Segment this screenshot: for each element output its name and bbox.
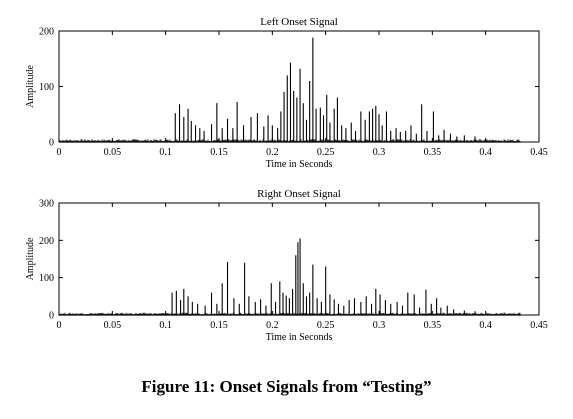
left-onset-x-tick-label: 0.15	[210, 147, 228, 158]
right-onset-x-tick-label: 0.25	[317, 320, 335, 331]
left-onset-x-tick-label: 0.2	[266, 147, 279, 158]
right-onset-x-tick-label: 0.35	[424, 320, 442, 331]
left-onset-y-tick-label: 200	[39, 27, 54, 38]
right-onset-x-tick-label: 0.45	[530, 320, 548, 331]
left-onset-x-tick-label: 0.05	[104, 147, 122, 158]
right-onset-y-tick-label: 200	[39, 236, 54, 247]
left-onset-x-tick-label: 0.4	[479, 147, 492, 158]
left-onset-y-tick-label: 0	[49, 138, 54, 149]
right-onset-y-tick-label: 0	[49, 311, 54, 322]
left-onset-x-tick-label: 0.25	[317, 147, 335, 158]
right-onset-y-tick-label: 300	[39, 199, 54, 210]
left-onset-y-axis-label: Amplitude	[25, 65, 36, 108]
right-onset-x-tick-label: 0.2	[266, 320, 279, 331]
left-onset-x-axis-label: Time in Seconds	[266, 159, 333, 170]
left-onset-x-tick-label: 0.1	[159, 147, 172, 158]
left-onset-plot-frame	[58, 30, 540, 143]
right-onset-x-tick-label: 0	[57, 320, 62, 331]
right-onset-plot-frame	[58, 202, 540, 316]
right-onset-x-tick-label: 0.3	[373, 320, 386, 331]
right-onset-panel: Right Onset Signal Time in Seconds Amplitu…	[25, 188, 548, 343]
right-onset-x-tick-label: 0.05	[104, 320, 122, 331]
left-onset-x-tick-label: 0	[57, 147, 62, 158]
right-onset-x-tick-label: 0.15	[210, 320, 228, 331]
figure-caption: Figure 11: Onset Signals from “Testing”	[141, 377, 432, 396]
left-onset-chart-title: Left Onset Signal	[260, 16, 338, 28]
right-onset-x-tick-label: 0.1	[159, 320, 172, 331]
right-onset-chart-title: Right Onset Signal	[257, 188, 341, 200]
right-onset-y-tick-label: 100	[39, 273, 54, 284]
right-onset-y-axis-label: Amplitude	[25, 237, 36, 280]
right-onset-x-tick-label: 0.4	[479, 320, 492, 331]
left-onset-x-tick-label: 0.3	[373, 147, 386, 158]
left-onset-x-tick-label: 0.45	[530, 147, 548, 158]
left-onset-panel: Left Onset Signal Time in Seconds Amplitud…	[25, 16, 548, 170]
right-onset-x-axis-label: Time in Seconds	[266, 332, 333, 343]
left-onset-y-tick-label: 100	[39, 82, 54, 93]
left-onset-x-tick-label: 0.35	[424, 147, 442, 158]
